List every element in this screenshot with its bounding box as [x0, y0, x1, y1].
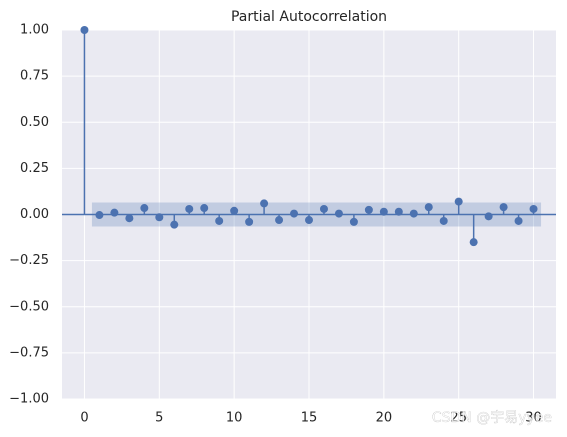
x-tick-label: 30 [525, 411, 542, 426]
marker [155, 213, 164, 222]
marker [514, 216, 523, 225]
marker [170, 220, 179, 229]
marker [529, 204, 538, 213]
marker [245, 217, 254, 226]
marker [319, 204, 328, 213]
marker [260, 199, 269, 208]
marker [215, 216, 224, 225]
marker [230, 206, 239, 215]
marker [200, 204, 209, 213]
marker [125, 214, 134, 223]
marker [349, 217, 358, 226]
x-tick-label: 15 [301, 411, 318, 426]
marker [185, 204, 194, 213]
marker [484, 212, 493, 221]
y-tick-label: −1.00 [9, 392, 49, 407]
marker [275, 216, 284, 225]
marker [80, 26, 89, 34]
watermark: CSDN @宇易yyee [432, 410, 552, 426]
chart-title: Partial Autocorrelation [231, 9, 387, 25]
marker [439, 216, 448, 225]
x-tick-label: 20 [376, 411, 393, 426]
y-tick-label: −0.75 [9, 345, 49, 360]
marker [424, 203, 433, 212]
marker [454, 197, 463, 206]
marker [290, 209, 299, 218]
y-tick-label: 0.75 [20, 69, 49, 84]
marker [110, 208, 119, 217]
x-tick-label: 25 [450, 411, 467, 426]
y-tick-label: −0.25 [9, 253, 49, 268]
marker [140, 204, 149, 213]
marker [95, 211, 104, 220]
marker [364, 205, 373, 214]
marker [409, 209, 418, 218]
y-tick-label: 0.25 [20, 161, 49, 176]
x-tick-label: 10 [226, 411, 243, 426]
marker [499, 203, 508, 212]
y-tick-label: 0.50 [20, 115, 49, 130]
marker [394, 207, 403, 216]
x-tick-label: 0 [80, 411, 88, 426]
x-tick-label: 5 [155, 411, 163, 426]
y-tick-label: 1.00 [20, 23, 49, 38]
y-tick-label: 0.00 [20, 207, 49, 222]
marker [305, 216, 313, 225]
marker [469, 238, 478, 247]
y-tick-label: −0.50 [9, 299, 49, 314]
marker [379, 207, 388, 216]
marker [334, 209, 343, 218]
